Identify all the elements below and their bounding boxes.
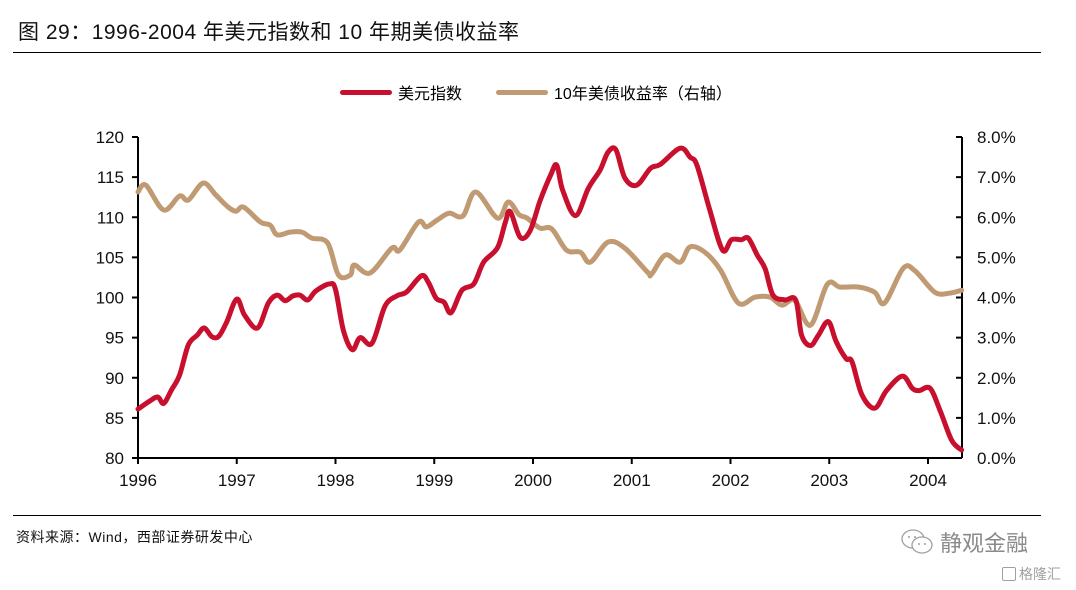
wechat-icon	[901, 529, 933, 554]
left-y-tick-label: 120	[96, 128, 124, 147]
x-tick-label: 1998	[317, 471, 355, 490]
x-tick-label: 1999	[415, 471, 453, 490]
right-y-tick-label: 0.0%	[977, 449, 1016, 468]
watermark-secondary-text: 格隆汇	[1019, 566, 1061, 582]
legend-label-usd-index: 美元指数	[398, 86, 463, 103]
legend-swatch-usd-index	[340, 89, 392, 95]
right-y-tick-label: 1.0%	[977, 409, 1016, 428]
title-divider	[13, 52, 1041, 53]
source-note: 资料来源：Wind，西部证券研发中心	[16, 529, 253, 545]
x-tick-label: 1997	[218, 471, 256, 490]
right-y-tick-label: 4.0%	[977, 289, 1016, 308]
watermark-text: 静观金融	[940, 531, 1029, 556]
legend-item-10y-yield: 10年美债收益率（右轴）	[496, 80, 732, 104]
legend-item-usd-index: 美元指数	[340, 80, 462, 104]
x-tick-label: 2001	[613, 471, 651, 490]
watermark: 静观金融	[900, 526, 1028, 558]
legend-swatch-10y-yield	[496, 89, 549, 95]
legend: 美元指数 10年美债收益率（右轴）	[340, 80, 766, 104]
x-tick-label: 2000	[514, 471, 552, 490]
left-y-tick-label: 105	[96, 248, 124, 267]
right-y-tick-label: 5.0%	[977, 248, 1016, 267]
left-y-tick-label: 115	[97, 168, 124, 187]
left-y-tick-label: 110	[97, 208, 124, 227]
left-y-tick-label: 95	[105, 329, 124, 348]
right-y-tick-label: 6.0%	[977, 208, 1016, 227]
series-line-10y-yield	[135, 180, 965, 328]
chart-title: 图 29：1996-2004 年美元指数和 10 年期美债收益率	[18, 21, 520, 44]
right-y-tick-label: 2.0%	[977, 369, 1016, 388]
right-y-tick-label: 8.0%	[977, 128, 1016, 147]
footer-divider	[13, 515, 1041, 516]
x-tick-label: 2003	[810, 471, 848, 490]
series-line-usd-index	[135, 145, 965, 453]
left-y-tick-label: 80	[105, 449, 124, 468]
left-y-tick-label: 100	[96, 289, 124, 308]
x-tick-label: 2004	[909, 471, 947, 490]
left-y-tick-label: 90	[105, 369, 124, 388]
x-tick-label: 2002	[712, 471, 750, 490]
left-y-tick-label: 85	[105, 409, 124, 428]
right-y-tick-label: 7.0%	[977, 168, 1016, 187]
x-tick-label: 1996	[119, 471, 157, 490]
watermark-secondary: 格隆汇	[1002, 564, 1061, 584]
legend-label-10y-yield: 10年美债收益率（右轴）	[554, 86, 732, 103]
gelonghui-logo-icon	[1002, 567, 1016, 581]
right-y-tick-label: 3.0%	[977, 329, 1016, 348]
